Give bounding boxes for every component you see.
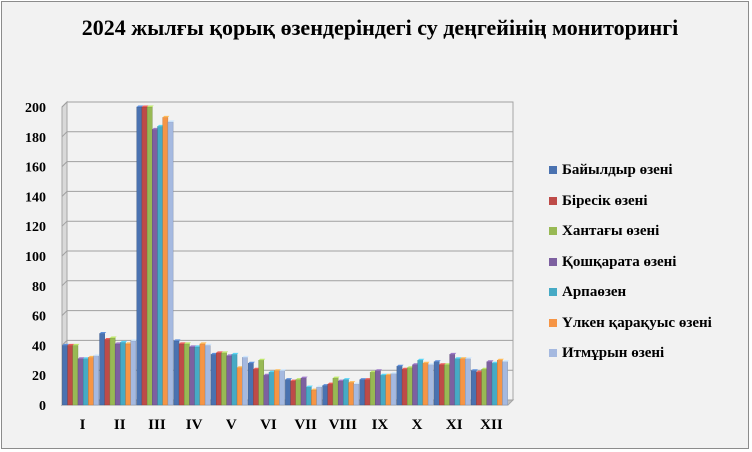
x-axis-ticks: I II III IV V VI VII VIII IX X XI XII [80,417,503,433]
y-tick-label: 200 [25,101,46,116]
legend-swatch [549,257,557,266]
legend-label: Біресік өзені [562,192,648,209]
x-tick-label: V [226,417,237,433]
y-tick-label: 0 [39,399,46,414]
x-tick-label: VIII [329,417,358,433]
bar [279,369,287,406]
x-tick-label: XII [480,417,503,433]
bar [353,382,361,406]
gridline [61,101,513,108]
bar [427,363,435,406]
y-tick-label: 100 [25,250,46,265]
legend-swatch [549,288,557,296]
bar [167,120,175,406]
legend-swatch [549,196,557,205]
bar [465,357,472,406]
x-tick-label: II [114,417,126,433]
x-tick-label: XI [446,417,463,433]
gridline [61,190,513,197]
legend-label: Хантағы өзені [562,223,660,239]
y-tick-label: 80 [32,280,46,295]
bar [62,343,70,406]
y-tick-label: 20 [32,369,46,384]
bars [62,105,510,406]
y-tick-label: 60 [32,310,46,325]
bar [93,354,101,406]
legend-swatch [549,349,557,357]
x-tick-label: III [148,417,166,433]
legend-swatch [549,166,557,174]
x-tick-label: I [80,417,86,433]
bar [130,339,138,406]
bar [204,343,212,406]
y-tick-label: 40 [32,339,46,354]
x-tick-label: IV [186,417,203,433]
legend-label: Арпаөзен [562,284,627,300]
gridline [61,161,513,167]
gridline [61,220,513,227]
x-tick-label: VII [294,417,317,433]
legend-swatch [549,227,557,235]
gridline [61,131,513,138]
y-axis-ticks: 0 20 40 60 80 100 120 140 160 180 200 [25,101,46,414]
gridline [61,250,513,257]
y-tick-label: 180 [25,131,46,146]
legend-swatch [549,318,557,327]
x-tick-label: X [412,417,423,433]
legend-label: Қошқарата өзені [562,253,677,270]
y-tick-label: 120 [25,220,46,235]
legend-label: Итмұрын өзені [562,345,665,361]
gridline [61,310,513,316]
x-tick-label: IX [372,417,389,433]
legend-label: Үлкен қарақуыс өзені [562,314,712,331]
bar [502,360,510,406]
bar [99,331,107,406]
gridline [61,339,513,346]
bar [390,372,398,406]
y-tick-label: 140 [25,190,46,205]
y-tick-label: 160 [25,161,46,176]
chart-title: 2024 жылғы қорық өзендеріндегі су деңгей… [81,15,679,40]
bar [316,385,324,406]
x-tick-label: VI [260,417,277,433]
bar [242,355,249,406]
legend-label: Байылдыр өзені [562,162,673,178]
gridline [61,280,513,287]
